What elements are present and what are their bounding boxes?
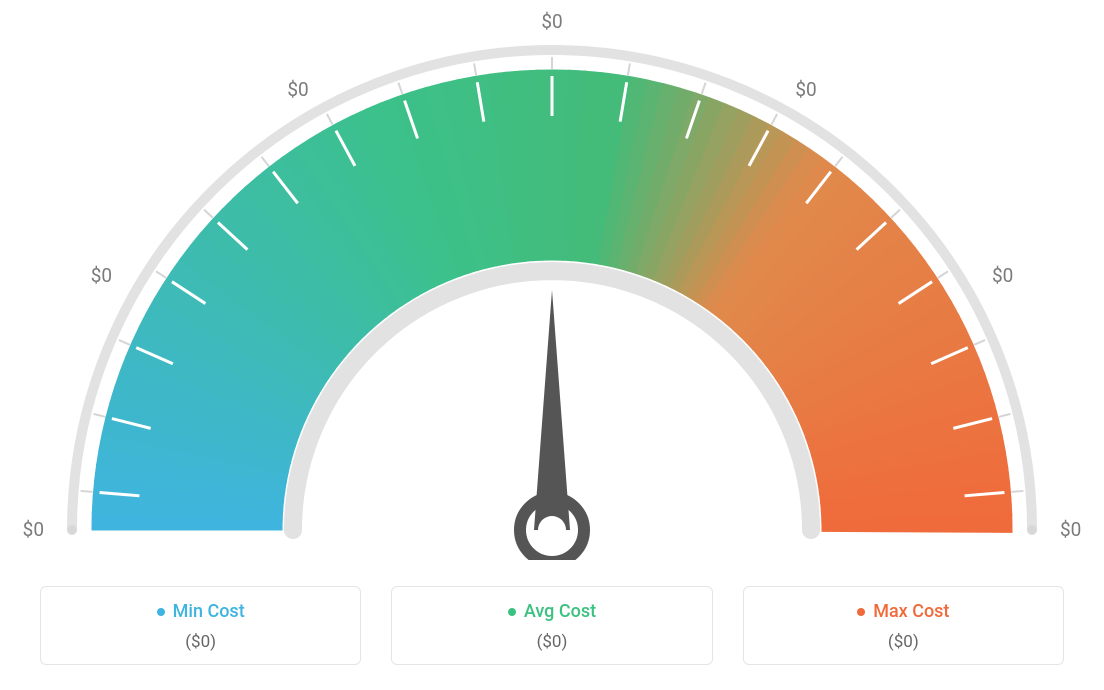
legend-dot-avg	[508, 608, 516, 616]
legend-dot-min	[157, 608, 165, 616]
legend-label-min: Min Cost	[173, 601, 245, 622]
legend-value-max: ($0)	[754, 632, 1053, 652]
svg-text:$0: $0	[91, 264, 112, 287]
legend-label-max: Max Cost	[873, 601, 949, 622]
svg-text:$0: $0	[992, 264, 1013, 287]
legend-avg: Avg Cost ($0)	[391, 586, 712, 666]
svg-text:$0: $0	[541, 10, 562, 33]
legend-row: Min Cost ($0) Avg Cost ($0) Max Cost ($0…	[40, 586, 1064, 666]
legend-min: Min Cost ($0)	[40, 586, 361, 666]
legend-value-avg: ($0)	[402, 632, 701, 652]
legend-dot-max	[857, 608, 865, 616]
svg-text:$0: $0	[1060, 518, 1081, 541]
legend-max: Max Cost ($0)	[743, 586, 1064, 666]
svg-text:$0: $0	[287, 78, 308, 101]
legend-value-min: ($0)	[51, 632, 350, 652]
svg-text:$0: $0	[23, 518, 44, 541]
gauge-chart: $0 $0 $0 $0 $0 $0 $0	[0, 0, 1104, 560]
legend-label-avg: Avg Cost	[524, 601, 596, 622]
cost-gauge-widget: $0 $0 $0 $0 $0 $0 $0 Min Cost ($0) Avg Cost ($…	[0, 0, 1104, 690]
svg-text:$0: $0	[795, 78, 816, 101]
